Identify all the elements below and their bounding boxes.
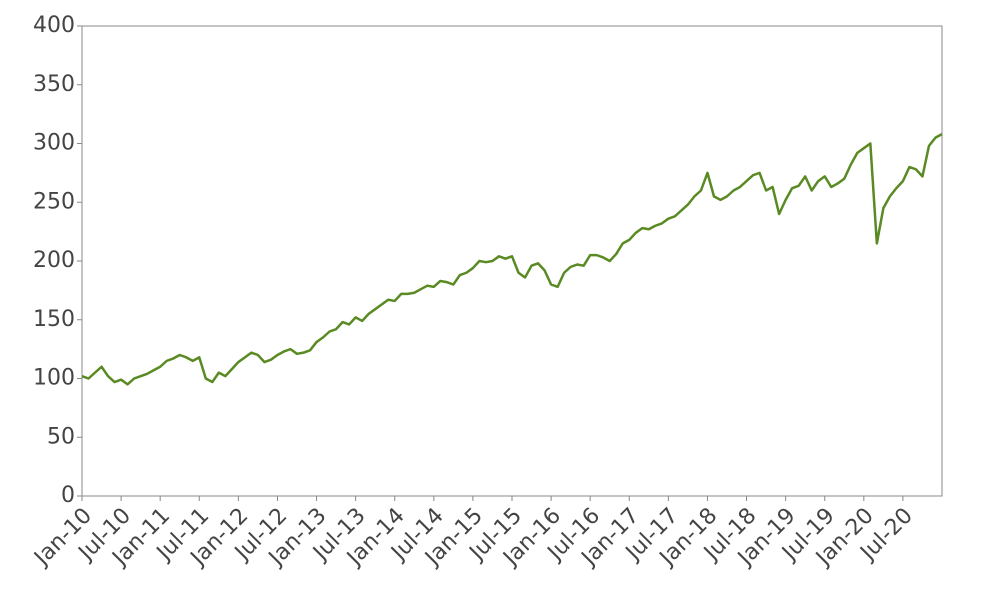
y-tick-label: 50 [47,424,75,449]
line [81,133,943,386]
y-tick-label: 200 [33,248,75,273]
y-tick-label: 0 [61,483,75,508]
y-tick-label: 400 [33,13,75,38]
y-tick-label: 300 [33,131,75,156]
y-tick-label: 150 [33,307,75,332]
plot-frame [81,25,943,497]
y-tick-label: 350 [33,72,75,97]
y-tick-label: 100 [33,366,75,391]
y-tick-label: 250 [33,189,75,214]
